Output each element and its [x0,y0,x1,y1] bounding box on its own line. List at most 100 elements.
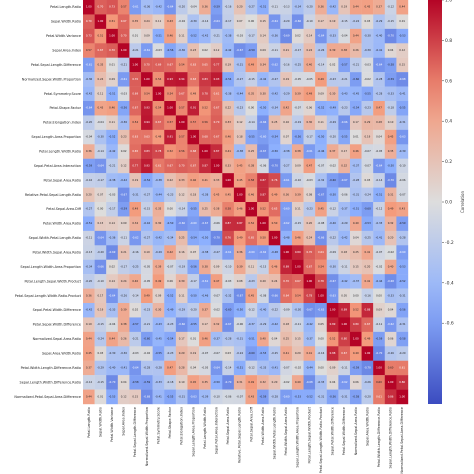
cell-value-label: -0.54 [352,106,359,110]
cell-value-label: 0.19 [98,308,104,312]
cell-value-label: -0.04 [190,5,197,9]
cell-value-label: -0.31 [178,394,185,398]
heatmap-cell [280,274,293,289]
heatmap-cell [361,57,374,73]
cell-value-label: -0.61 [283,178,290,182]
cell-value-label: 0.38 [341,48,347,52]
heatmap-cell [384,28,397,44]
cell-value-label: -0.42 [155,236,162,240]
cell-value-label: -0.09 [283,308,290,312]
cell-value-label: 0.05 [318,322,324,326]
cell-value-label: 1.00 [376,365,382,369]
heatmap-cell [326,259,339,275]
heatmap-cell [94,389,107,405]
cell-value-label: -0.58 [132,380,139,384]
cell-value-label: 0.17 [318,19,324,23]
heatmap-cell [152,129,165,145]
heatmap-cell [94,43,107,58]
cell-value-label: 0.43 [248,394,254,398]
cell-value-label: -0.21 [213,34,220,38]
cell-value-label: -0.07 [167,264,174,268]
heatmap-cell [117,230,130,246]
cell-value-label: -0.10 [399,163,406,167]
cell-value-label: -0.25 [294,62,301,66]
heatmap-cell [233,187,246,203]
cell-value-label: 0.70 [132,77,138,81]
heatmap-cell [361,389,374,405]
heatmap-cell [141,101,153,116]
cell-value-label: 0.15 [132,394,138,398]
heatmap-cell [373,202,385,217]
heatmap-cell [373,57,385,73]
heatmap-cell [222,187,235,203]
cell-value-label: -0.53 [364,221,371,225]
heatmap-cell [315,0,327,15]
heatmap-cell [233,259,246,275]
cell-value-label: -0.04 [341,34,348,38]
cell-value-label: 0.18 [341,250,347,254]
heatmap-cell [373,173,385,188]
heatmap-cell [303,28,316,44]
cell-value-label: 0.46 [248,192,254,196]
heatmap-cell [222,173,235,188]
cell-value-label: -0.38 [202,192,209,196]
heatmap-cell [291,331,304,347]
cell-value-label: 0.30 [260,91,266,95]
cell-value-label: -0.13 [283,5,290,9]
cell-value-label: -0.15 [341,19,348,23]
cell-value-label: -0.64 [109,293,116,297]
heatmap-cell [349,57,362,73]
cell-value-label: -0.24 [352,19,359,23]
cell-value-label: -0.02 [294,365,301,369]
cell-value-label: -0.67 [120,192,127,196]
heatmap-cell [384,245,397,260]
cell-value-label: -0.39 [399,149,406,153]
cell-value-label: -0.55 [364,91,371,95]
heatmap-cell [396,158,409,174]
cell-value-label: 0.07 [98,192,104,196]
heatmap-cell [83,14,95,30]
cell-value-label: -0.51 [352,207,359,211]
cell-value-label: 0.83 [202,77,208,81]
cell-value-label: -0.11 [376,322,383,326]
heatmap-cell [175,187,188,203]
cell-value-label: 0.45 [388,135,394,139]
cell-value-label: 0.09 [214,264,220,268]
row-tick-label: Petal.Width.Variance [46,34,81,38]
cell-value-label: 0.58 [225,207,231,211]
heatmap-cell [94,274,107,289]
cell-value-label: -0.06 [225,394,232,398]
cell-value-label: 0.25 [179,236,185,240]
row-tick-label: Normalized.Sepal.Width.Proportion [22,77,81,81]
cell-value-label: -0.06 [260,163,267,167]
cell-value-label: -0.66 [294,19,301,23]
heatmap-cell [280,303,293,318]
heatmap-cell [338,230,351,246]
cell-value-label: 0.40 [353,221,359,225]
heatmap-cell [349,202,362,217]
heatmap-cell [349,288,362,304]
cell-value-label: 0.67 [295,279,301,283]
heatmap-cell [268,158,281,174]
heatmap-cell [187,375,200,390]
cell-value-label: -0.28 [155,365,162,369]
cell-value-label: -0.64 [132,365,139,369]
cell-value-label: 0.70 [144,62,150,66]
cell-value-label: 0.40 [306,62,312,66]
heatmap-cell [280,173,293,188]
cell-value-label: 0.17 [202,322,208,326]
heatmap-cell [152,230,165,246]
cell-value-label: -0.31 [352,192,359,196]
colorbar-tick-label: -0.4 [445,280,454,286]
heatmap-cell [280,129,293,145]
cell-value-label: 0.67 [98,48,104,52]
heatmap-cell [326,375,339,390]
cell-value-label: -0.36 [178,48,185,52]
heatmap-cell [187,144,200,159]
cell-value-label: -0.27 [271,77,278,81]
cell-value-label: -0.28 [399,236,406,240]
heatmap-cell [199,331,211,347]
cell-value-label: -0.30 [190,19,197,23]
cell-value-label: -0.27 [248,5,255,9]
heatmap-cell [210,144,223,159]
